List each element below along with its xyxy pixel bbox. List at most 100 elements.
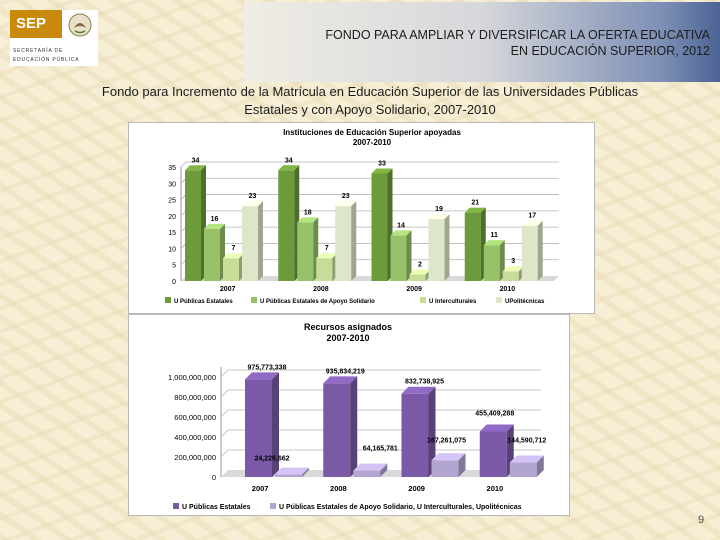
y-tick-label: 35 (168, 165, 176, 172)
logo-line-2: EDUCACIÓN PÚBLICA (13, 57, 80, 63)
legend-label: U Públicas Estatales de Apoyo Solidario,… (279, 504, 522, 511)
data-label: 7 (325, 245, 329, 252)
data-label: 144,590,712 (507, 438, 546, 445)
data-label: 7 (232, 245, 236, 252)
y-tick-label: 0 (172, 279, 176, 286)
data-label: 23 (249, 193, 257, 200)
bar (401, 393, 429, 477)
data-label: 935,834,219 (326, 368, 365, 375)
data-label: 3 (511, 258, 515, 265)
legend-label: U Públicas Estatales (182, 504, 251, 511)
gridline (180, 210, 559, 217)
subtitle-line-1: Fondo para Incremento de la Matrícula en… (101, 84, 639, 99)
bar (245, 379, 272, 477)
legend-swatch (173, 503, 179, 509)
data-label: 19 (435, 206, 443, 213)
bar-top (223, 253, 244, 259)
bar-top (371, 168, 393, 174)
header-banner: FONDO PARA AMPLIAR Y DIVERSIFICAR LA OFE… (244, 2, 720, 82)
bar-side (406, 230, 412, 281)
chart-title: Instituciones de Educación Superior apoy… (283, 128, 461, 137)
bar-top (353, 463, 388, 471)
bar (371, 173, 388, 281)
resources-chart: Recursos asignados 2007-2010 0 200,000,000 4… (128, 314, 570, 516)
bar-side (458, 453, 466, 477)
legend-label: U Públicas Estatales (174, 299, 233, 305)
bar (335, 206, 352, 281)
legend-label: UPolitécnicas (505, 299, 545, 305)
data-label: 23 (342, 193, 350, 200)
y-tick-label: 200,000,000 (174, 453, 216, 462)
bar (223, 258, 239, 281)
bar-top (431, 453, 466, 461)
header-title-line-2: EN EDUCACIÓN SUPERIOR, 2012 (510, 44, 710, 58)
bar (479, 431, 507, 477)
data-label: 64,165,781 (363, 446, 398, 453)
data-label: 975,773,338 (248, 364, 287, 371)
bar (242, 206, 258, 281)
bar (428, 219, 445, 281)
bar-top (479, 424, 514, 432)
x-tick-label: 2009 (408, 484, 425, 493)
bar-top (390, 230, 412, 236)
bar (483, 245, 500, 281)
bar-side (537, 220, 543, 281)
data-label: 832,738,925 (405, 379, 444, 386)
data-label: 34 (285, 157, 293, 164)
gridline (220, 449, 541, 458)
bar (316, 258, 333, 281)
bar (297, 222, 314, 281)
header-title-line-1: FONDO PARA AMPLIAR Y DIVERSIFICAR LA OFE… (325, 28, 710, 42)
page-subtitle: Fondo para Incremento de la Matrícula en… (40, 83, 700, 119)
bar-top (335, 201, 357, 207)
bar-top (245, 372, 279, 380)
y-tick-label: 1,000,000,000 (168, 373, 216, 382)
legend-label: U Públicas Estatales de Apoyo Solidario (260, 299, 375, 305)
x-tick-label: 2008 (313, 286, 329, 293)
bar (502, 271, 519, 281)
gridline (220, 429, 541, 438)
bar-top (521, 220, 543, 226)
y-tick-label: 600,000,000 (174, 413, 216, 422)
data-label: 24,226,662 (254, 456, 289, 463)
bar (409, 274, 426, 281)
bar-top (275, 467, 309, 475)
x-tick-label: 2010 (487, 484, 504, 493)
bar-top (502, 266, 524, 272)
bar (390, 235, 407, 281)
x-tick-label: 2007 (252, 484, 269, 493)
gridline (180, 177, 559, 184)
bar-side (536, 455, 544, 477)
gridline (180, 226, 559, 233)
bar-side (302, 467, 309, 477)
bar-top (483, 240, 505, 246)
data-label: 2 (418, 261, 422, 268)
subtitle-line-2: Estatales y con Apoyo Solidario, 2007-20… (244, 102, 496, 117)
x-tick-label: 2007 (220, 286, 236, 293)
sep-brand: SEP (10, 10, 62, 38)
bar (353, 470, 381, 477)
legend-swatch (496, 297, 502, 303)
bar-top (204, 223, 225, 229)
bar (323, 383, 351, 477)
bar-top (242, 201, 263, 207)
bar-top (185, 165, 206, 171)
y-tick-label: 20 (168, 214, 176, 221)
bar (204, 228, 220, 281)
bar-side (351, 201, 357, 281)
logo-line-1: SECRETARÍA DE (13, 48, 64, 54)
gridline (180, 194, 559, 200)
data-label: 14 (397, 222, 405, 229)
data-label: 34 (192, 157, 200, 164)
data-label: 16 (211, 216, 219, 223)
bar-top (509, 455, 544, 463)
gridline (180, 161, 559, 168)
data-label: 33 (378, 161, 386, 168)
chart-floor (181, 276, 559, 281)
y-tick-label: 30 (168, 181, 176, 188)
y-tick-label: 10 (168, 246, 176, 253)
x-tick-label: 2009 (406, 286, 422, 293)
y-tick-label: 0 (212, 473, 216, 482)
legend-swatch (420, 297, 426, 303)
bar (278, 170, 295, 281)
